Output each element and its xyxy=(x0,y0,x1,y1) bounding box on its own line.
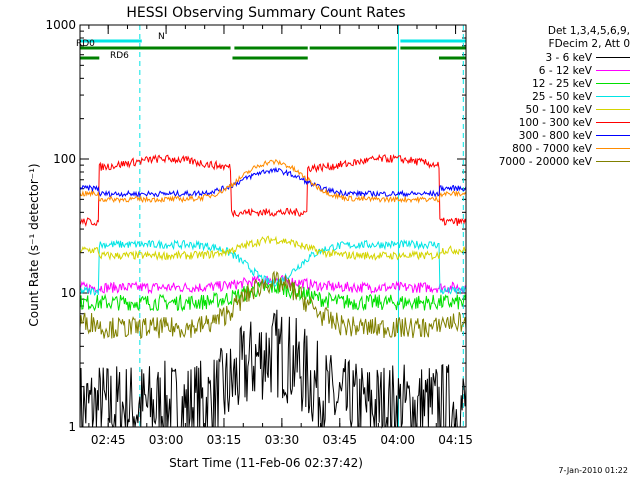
legend-header-line-2: FDecim 2, Att 0 xyxy=(548,38,630,50)
y-tick-label: 1 xyxy=(68,420,76,434)
legend-entry: 50 - 100 keV xyxy=(468,103,630,116)
legend-entry-label: 3 - 6 keV xyxy=(545,51,592,64)
legend-entry-swatch xyxy=(596,109,630,110)
y-tick-label: 100 xyxy=(53,152,76,166)
x-tick-label: 04:00 xyxy=(380,433,415,447)
legend-entry: 6 - 12 keV xyxy=(468,64,630,77)
x-axis-label: Start Time (11-Feb-06 02:37:42) xyxy=(169,456,363,470)
flag-label: RD6 xyxy=(110,51,129,61)
legend-entry-label: 300 - 800 keV xyxy=(518,129,592,142)
legend-entry-label: 50 - 100 keV xyxy=(525,103,592,116)
legend-entry: 100 - 300 keV xyxy=(468,116,630,129)
legend-header-line-1: Det 1,3,4,5,6,9, xyxy=(547,25,630,37)
legend-entry-label: 12 - 25 keV xyxy=(532,77,592,90)
y-axis-label: Count Rate (s⁻¹ detector⁻¹) xyxy=(27,163,41,326)
flag-label: RD0 xyxy=(76,39,95,49)
legend-entry-swatch xyxy=(596,57,630,58)
legend-entry: 7000 - 20000 keV xyxy=(468,155,630,168)
x-tick-label: 03:45 xyxy=(322,433,357,447)
footer-timestamp: 7-Jan-2010 01:22 xyxy=(558,466,628,475)
series-line xyxy=(79,158,467,204)
series-line xyxy=(79,270,467,340)
legend-entry-label: 6 - 12 keV xyxy=(538,64,592,77)
legend-entry: 800 - 7000 keV xyxy=(468,142,630,155)
legend-entry-label: 100 - 300 keV xyxy=(518,116,592,129)
legend-entry-label: 800 - 7000 keV xyxy=(512,142,592,155)
plot-area: 1 10 100 1000 02:45 03:00 03:15 03:30 03:45 04:00… xyxy=(45,18,472,447)
legend-entry-swatch xyxy=(596,83,630,84)
legend-entry-swatch xyxy=(596,122,630,123)
legend-entry-swatch xyxy=(596,70,630,71)
legend-entry-label: 25 - 50 keV xyxy=(532,90,592,103)
chart-title: HESSI Observing Summary Count Rates xyxy=(126,5,405,21)
legend-entry-swatch xyxy=(596,161,630,162)
series-line xyxy=(79,309,467,429)
x-tick-label: 04:15 xyxy=(438,433,473,447)
flag-label: N xyxy=(158,32,165,42)
series-line xyxy=(79,281,467,312)
legend-entry: 12 - 25 keV xyxy=(468,77,630,90)
legend-entry-swatch xyxy=(596,96,630,97)
legend-entry-label: 7000 - 20000 keV xyxy=(498,155,592,168)
legend-entry: 25 - 50 keV xyxy=(468,90,630,103)
plot-frame xyxy=(79,24,467,428)
legend: Det 1,3,4,5,6,9, FDecim 2, Att 0 3 - 6 k… xyxy=(468,25,630,168)
x-tick-label: 03:30 xyxy=(265,433,300,447)
x-tick-label: 03:00 xyxy=(149,433,184,447)
series-line xyxy=(79,153,467,227)
legend-entry-swatch xyxy=(596,148,630,149)
legend-entry: 3 - 6 keV xyxy=(468,51,630,64)
x-tick-label: 03:15 xyxy=(207,433,242,447)
y-tick-label: 10 xyxy=(61,286,76,300)
x-tick-label: 02:45 xyxy=(91,433,126,447)
series-line xyxy=(79,235,467,262)
legend-entry: 300 - 800 keV xyxy=(468,129,630,142)
y-tick-label: 1000 xyxy=(45,18,76,32)
series-line xyxy=(79,166,467,199)
legend-entry-swatch xyxy=(596,135,630,136)
